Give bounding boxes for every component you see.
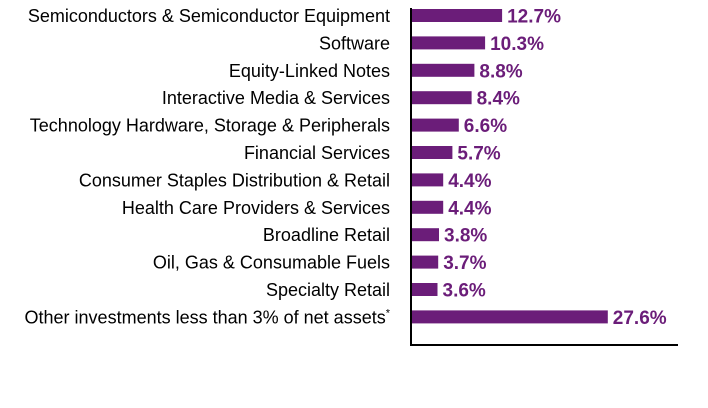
bar: [412, 200, 444, 214]
value-label: 3.8%: [444, 226, 487, 247]
category-label: Specialty Retail: [266, 280, 390, 300]
category-label: Technology Hardware, Storage & Periphera…: [30, 116, 390, 136]
value-label: 3.6%: [443, 281, 486, 302]
bar: [412, 173, 444, 187]
value-label: 10.3%: [490, 34, 544, 55]
value-label: 8.4%: [477, 89, 520, 110]
bar: [412, 228, 439, 242]
category-label: Consumer Staples Distribution & Retail: [79, 170, 390, 190]
value-label: 8.8%: [479, 61, 522, 82]
category-label: Financial Services: [244, 143, 390, 163]
category-label: Other investments less than 3% of net as…: [25, 307, 391, 327]
value-label: 5.7%: [457, 144, 500, 165]
category-label: Interactive Media & Services: [162, 88, 390, 108]
value-label: 3.7%: [443, 253, 486, 274]
category-labels-group: Semiconductors & Semiconductor Equipment…: [25, 6, 391, 327]
bar: [412, 91, 472, 105]
value-label: 12.7%: [507, 7, 561, 28]
category-label: Equity-Linked Notes: [229, 61, 390, 81]
category-label: Software: [319, 33, 390, 53]
bar: [412, 283, 438, 296]
category-label: Semiconductors & Semiconductor Equipment: [28, 6, 390, 26]
value-label: 4.4%: [448, 198, 491, 219]
category-label: Broadline Retail: [263, 225, 390, 245]
value-label: 4.4%: [448, 171, 491, 192]
axes-group: [410, 8, 678, 346]
value-label: 27.6%: [613, 308, 667, 329]
bar: [412, 36, 486, 50]
value-labels-group: 12.7% 10.3% 8.8% 8.4% 6.6% 5.7% 4.4% 4.4% 3.8% 3.…: [443, 7, 667, 329]
bar: [412, 146, 453, 159]
bar: [412, 9, 503, 22]
bar: [412, 118, 459, 132]
bar: [412, 310, 608, 324]
footnote-marker: *: [386, 307, 391, 319]
value-label: 6.6%: [464, 116, 507, 137]
bar: [412, 255, 439, 269]
category-label: Oil, Gas & Consumable Fuels: [153, 253, 390, 273]
category-label: Health Care Providers & Services: [122, 198, 390, 218]
bar: [412, 63, 475, 77]
bars-group: [412, 9, 608, 324]
